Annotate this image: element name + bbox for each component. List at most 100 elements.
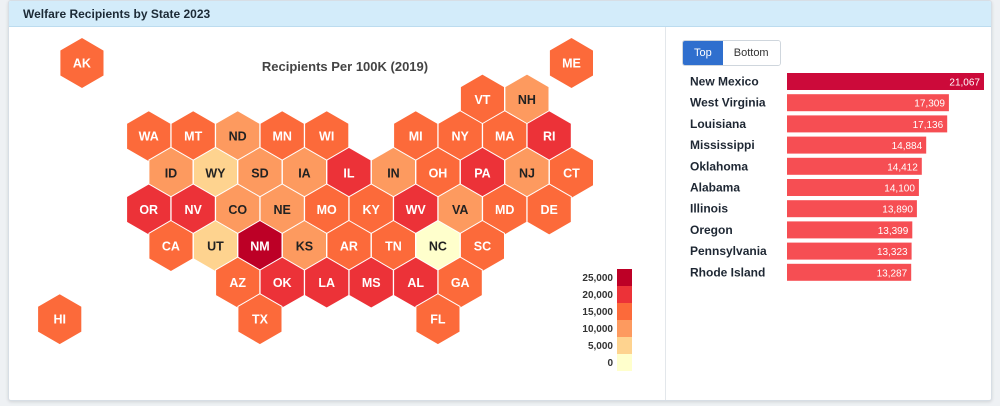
state-label: CO (228, 203, 247, 217)
state-label: OH (429, 166, 448, 180)
legend-swatch (617, 269, 632, 286)
state-label: LA (318, 276, 335, 290)
bar-category-label: New Mexico (690, 75, 759, 89)
state-label: ND (229, 130, 247, 144)
state-hex-hi[interactable]: HI (37, 293, 83, 346)
state-hex-ca[interactable]: CA (148, 219, 194, 273)
state-label: AK (73, 57, 91, 71)
bar-value-label: 17,309 (914, 99, 945, 110)
state-label: NJ (519, 166, 535, 180)
state-label: MI (409, 130, 423, 144)
bar-category-label: Illinois (690, 202, 728, 216)
state-label: VT (474, 93, 490, 107)
bar-category-label: Mississippi (690, 138, 755, 152)
state-label: MD (495, 203, 514, 217)
state-label: IA (298, 166, 311, 180)
state-hex-nm[interactable]: NM (237, 219, 283, 273)
bar[interactable] (787, 179, 919, 196)
state-hex-shape[interactable] (415, 293, 461, 346)
state-label: WI (319, 130, 334, 144)
state-label: KY (363, 203, 381, 217)
bar[interactable] (787, 221, 913, 239)
state-hex-tx[interactable]: TX (237, 293, 283, 346)
bar-category-label: West Virginia (690, 96, 766, 110)
legend-swatch (617, 286, 632, 303)
bar-category-label: Louisiana (690, 117, 746, 131)
state-hex-fl[interactable]: FL (415, 293, 461, 346)
state-hex-ne[interactable]: NE (259, 183, 305, 236)
state-label: CA (162, 240, 180, 254)
hex-map-chart: Recipients Per 100K (2019) AK ME VT NH WA MT ND… (37, 36, 632, 371)
map-title: Recipients Per 100K (2019) (262, 59, 428, 74)
bar-value-label: 14,100 (884, 184, 915, 195)
bar[interactable] (787, 242, 912, 260)
bar[interactable] (787, 115, 948, 133)
bar[interactable] (787, 200, 917, 218)
state-label: MN (272, 130, 291, 144)
bar[interactable] (787, 157, 922, 175)
state-hex-co[interactable]: CO (215, 183, 261, 236)
legend-tick-label: 15,000 (582, 307, 613, 318)
state-hex-ak[interactable]: AK (59, 36, 105, 90)
bar-category-label: Alabama (690, 181, 740, 195)
bar-category-label: Oregon (690, 223, 733, 237)
state-hex-shape[interactable] (37, 293, 83, 346)
state-hex-la[interactable]: LA (304, 256, 350, 309)
bar-value-label: 14,884 (892, 141, 923, 152)
state-label: NM (250, 240, 269, 254)
legend-tick-label: 25,000 (582, 273, 613, 284)
legend-swatch (617, 320, 632, 337)
state-hex-or[interactable]: OR (126, 183, 172, 236)
state-hex-shape[interactable] (526, 183, 572, 236)
state-hex-nv[interactable]: NV (170, 183, 216, 236)
bar[interactable] (787, 73, 984, 90)
legend-tick-label: 0 (607, 358, 613, 369)
toggle-top-button[interactable]: Top (683, 41, 723, 65)
bar-value-label: 13,323 (877, 247, 908, 258)
state-label: CT (563, 166, 580, 180)
ranking-bar-chart: New Mexico 21,067 West Virginia 17,309 Louis… (690, 73, 984, 281)
bar[interactable] (787, 136, 927, 154)
state-hex-ny[interactable]: NY (437, 110, 483, 163)
state-label: AR (340, 240, 358, 254)
state-hex-ri[interactable]: RI (526, 110, 572, 163)
state-hex-shape[interactable] (59, 36, 105, 90)
state-label: WA (139, 130, 159, 144)
state-hex-nh[interactable]: NH (504, 73, 550, 126)
state-label: MO (317, 203, 337, 217)
state-hex-wy[interactable]: WY (192, 146, 238, 199)
state-label: NC (429, 240, 447, 254)
state-label: NY (452, 130, 470, 144)
state-hex-shape[interactable] (237, 293, 283, 346)
state-hex-shape[interactable] (548, 36, 594, 90)
state-label: IL (343, 166, 354, 180)
state-hex-oh[interactable]: OH (415, 146, 461, 199)
legend-tick-label: 10,000 (582, 324, 613, 335)
hex-map-panel: Recipients Per 100K (2019) AK ME VT NH WA MT ND… (9, 27, 665, 400)
bar-category-label: Rhode Island (690, 265, 765, 279)
state-hex-me[interactable]: ME (548, 36, 594, 90)
state-hex-id[interactable]: ID (148, 146, 194, 199)
bar[interactable] (787, 94, 949, 112)
state-hex-ma[interactable]: MA (482, 110, 528, 163)
bar-category-label: Pennsylvania (690, 244, 767, 258)
state-hex-nc[interactable]: NC (415, 219, 461, 273)
state-hex-de[interactable]: DE (526, 183, 572, 236)
bar[interactable] (787, 263, 912, 281)
legend-tick-label: 5,000 (588, 341, 613, 352)
state-hex-ms[interactable]: MS (348, 256, 394, 309)
state-hex-va[interactable]: VA (437, 183, 483, 236)
state-hex-ok[interactable]: OK (259, 256, 305, 309)
state-label: IN (387, 166, 400, 180)
state-label: NV (185, 203, 203, 217)
state-hex-vt[interactable]: VT (459, 73, 505, 126)
state-label: OK (273, 276, 292, 290)
state-label: GA (451, 276, 470, 290)
state-label: VA (452, 203, 468, 217)
state-hex-ut[interactable]: UT (192, 219, 238, 273)
state-label: OR (139, 203, 158, 217)
top-bottom-toggle[interactable]: Top Bottom (682, 40, 781, 66)
state-label: FL (430, 313, 446, 327)
toggle-bottom-button[interactable]: Bottom (722, 41, 780, 65)
state-label: DE (541, 203, 558, 217)
